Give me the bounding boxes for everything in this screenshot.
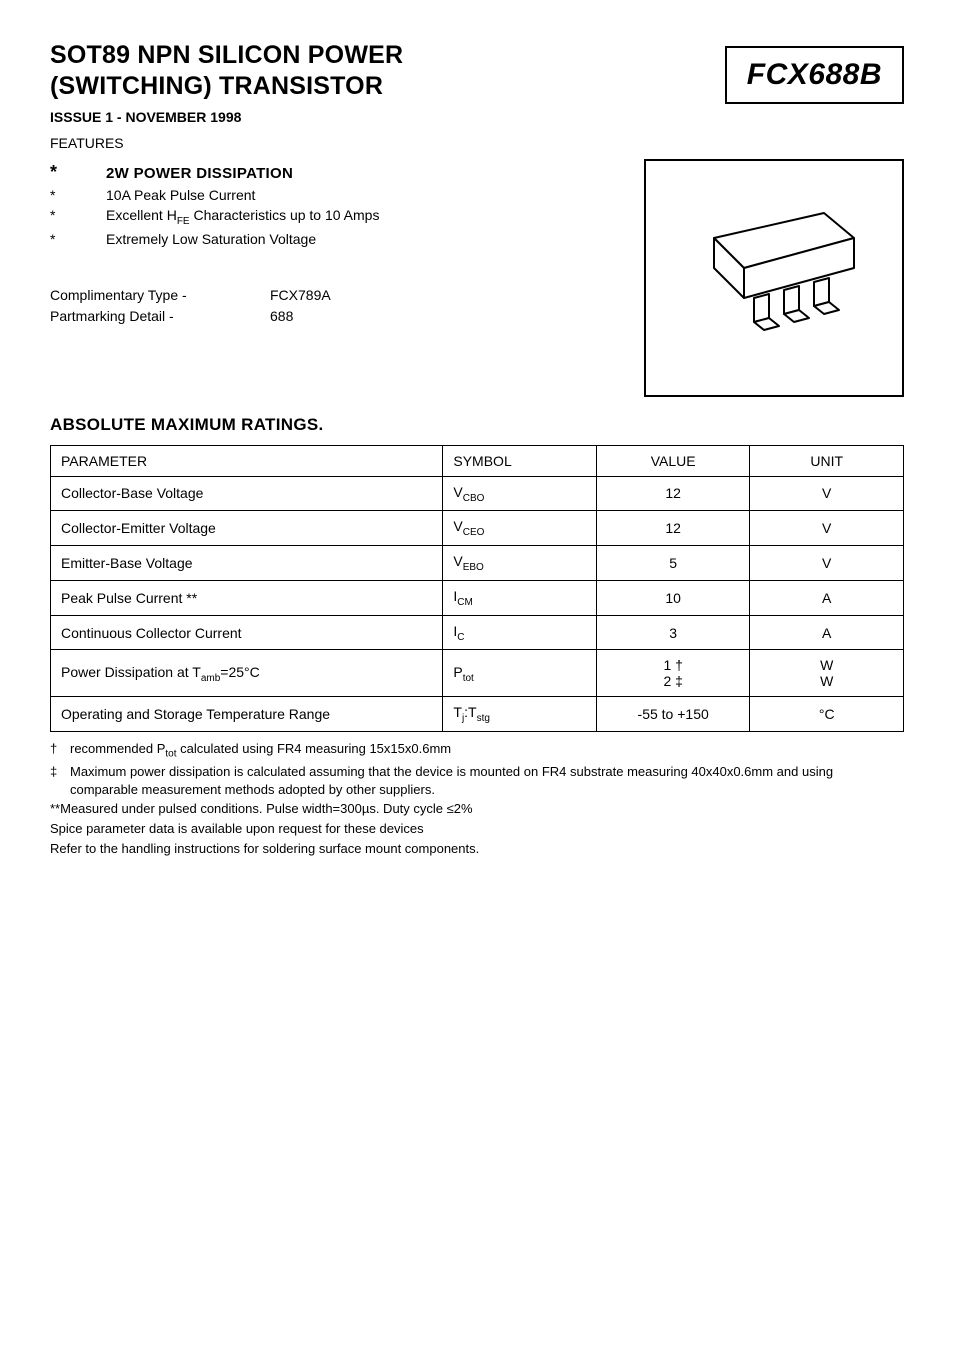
- footnotes: † recommended Ptot calculated using FR4 …: [50, 740, 904, 857]
- cell-symbol: Ptot: [443, 650, 597, 697]
- table-header-row: PARAMETER SYMBOL VALUE UNIT: [51, 445, 904, 476]
- bullet-icon: *: [50, 185, 106, 205]
- comp-value: FCX789A: [270, 285, 331, 306]
- cell-symbol: IC: [443, 615, 597, 650]
- cell-param: Power Dissipation at Tamb=25°C: [51, 650, 443, 697]
- feature-text: 10A Peak Pulse Current: [106, 185, 255, 205]
- table-row: Collector-Emitter VoltageVCEO12V: [51, 511, 904, 546]
- footnote-text: Refer to the handling instructions for s…: [50, 840, 904, 858]
- header-unit: UNIT: [750, 445, 904, 476]
- feature-item: * 10A Peak Pulse Current: [50, 185, 624, 205]
- cell-value: 5: [596, 546, 750, 581]
- cell-param: Collector-Emitter Voltage: [51, 511, 443, 546]
- bullet-icon: *: [50, 159, 106, 185]
- footnote-text: Spice parameter data is available upon r…: [50, 820, 904, 838]
- cell-value: 12: [596, 511, 750, 546]
- feature-list: * 2W POWER DISSIPATION * 10A Peak Pulse …: [50, 159, 624, 250]
- cell-unit: V: [750, 476, 904, 511]
- feature-text: Extremely Low Saturation Voltage: [106, 229, 316, 249]
- footnote-text: Maximum power dissipation is calculated …: [70, 763, 904, 798]
- footnote-text: **Measured under pulsed conditions. Puls…: [50, 800, 904, 818]
- footnote-mark: †: [50, 740, 70, 761]
- issue-line: ISSSUE 1 - NOVEMBER 1998: [50, 109, 705, 125]
- cell-unit: °C: [750, 697, 904, 732]
- footnote-mark: ‡: [50, 763, 70, 798]
- cell-value: 3: [596, 615, 750, 650]
- comp-row: Partmarking Detail - 688: [50, 306, 624, 327]
- cell-param: Emitter-Base Voltage: [51, 546, 443, 581]
- fn1-post: calculated using FR4 measuring 15x15x0.6…: [177, 741, 452, 756]
- table-row: Peak Pulse Current **ICM10A: [51, 580, 904, 615]
- feature-text-post: Characteristics up to 10 Amps: [190, 207, 380, 223]
- feature-item: * Excellent HFE Characteristics up to 10…: [50, 205, 624, 229]
- header-row: SOT89 NPN SILICON POWER (SWITCHING) TRAN…: [50, 40, 904, 125]
- cell-param: Continuous Collector Current: [51, 615, 443, 650]
- cell-value: 12: [596, 476, 750, 511]
- cell-param: Operating and Storage Temperature Range: [51, 697, 443, 732]
- ratings-title: ABSOLUTE MAXIMUM RATINGS.: [50, 415, 904, 435]
- cell-unit: WW: [750, 650, 904, 697]
- cell-symbol: VEBO: [443, 546, 597, 581]
- main-title-line2: (SWITCHING) TRANSISTOR: [50, 71, 705, 102]
- main-title-line1: SOT89 NPN SILICON POWER: [50, 40, 705, 71]
- sot89-package-icon: [674, 198, 874, 358]
- left-column: * 2W POWER DISSIPATION * 10A Peak Pulse …: [50, 159, 624, 397]
- table-row: Collector-Base VoltageVCBO12V: [51, 476, 904, 511]
- table-row: Emitter-Base VoltageVEBO5V: [51, 546, 904, 581]
- feature-text: 2W POWER DISSIPATION: [106, 163, 293, 185]
- bullet-icon: *: [50, 229, 106, 249]
- table-row: Power Dissipation at Tamb=25°CPtot1 †2 ‡…: [51, 650, 904, 697]
- bullet-icon: *: [50, 205, 106, 225]
- package-image-box: [644, 159, 904, 397]
- cell-symbol: Tj:Tstg: [443, 697, 597, 732]
- footnote: ‡ Maximum power dissipation is calculate…: [50, 763, 904, 798]
- cell-unit: V: [750, 511, 904, 546]
- table-row: Continuous Collector CurrentIC3A: [51, 615, 904, 650]
- cell-symbol: VCBO: [443, 476, 597, 511]
- cell-value: 1 †2 ‡: [596, 650, 750, 697]
- comp-label: Partmarking Detail -: [50, 306, 270, 327]
- feature-item: * Extremely Low Saturation Voltage: [50, 229, 624, 249]
- feature-sub: FE: [177, 216, 190, 227]
- feature-item-bold: * 2W POWER DISSIPATION: [50, 159, 624, 185]
- footnote: † recommended Ptot calculated using FR4 …: [50, 740, 904, 761]
- content-row: * 2W POWER DISSIPATION * 10A Peak Pulse …: [50, 159, 904, 397]
- cell-unit: V: [750, 546, 904, 581]
- cell-param: Peak Pulse Current **: [51, 580, 443, 615]
- cell-unit: A: [750, 615, 904, 650]
- cell-symbol: ICM: [443, 580, 597, 615]
- cell-value: -55 to +150: [596, 697, 750, 732]
- cell-symbol: VCEO: [443, 511, 597, 546]
- part-number-box: FCX688B: [725, 46, 904, 104]
- comp-row: Complimentary Type - FCX789A: [50, 285, 624, 306]
- cell-unit: A: [750, 580, 904, 615]
- table-row: Operating and Storage Temperature RangeT…: [51, 697, 904, 732]
- title-block: SOT89 NPN SILICON POWER (SWITCHING) TRAN…: [50, 40, 705, 125]
- feature-text: Excellent HFE Characteristics up to 10 A…: [106, 205, 379, 229]
- cell-value: 10: [596, 580, 750, 615]
- header-parameter: PARAMETER: [51, 445, 443, 476]
- features-heading: FEATURES: [50, 135, 904, 151]
- comp-value: 688: [270, 306, 293, 327]
- fn1-pre: recommended P: [70, 741, 165, 756]
- header-value: VALUE: [596, 445, 750, 476]
- footnote-text: recommended Ptot calculated using FR4 me…: [70, 740, 451, 761]
- comp-label: Complimentary Type -: [50, 285, 270, 306]
- cell-param: Collector-Base Voltage: [51, 476, 443, 511]
- header-symbol: SYMBOL: [443, 445, 597, 476]
- fn1-sub: tot: [165, 749, 176, 760]
- complimentary-block: Complimentary Type - FCX789A Partmarking…: [50, 285, 624, 327]
- ratings-table: PARAMETER SYMBOL VALUE UNIT Collector-Ba…: [50, 445, 904, 733]
- feature-text-pre: Excellent H: [106, 207, 177, 223]
